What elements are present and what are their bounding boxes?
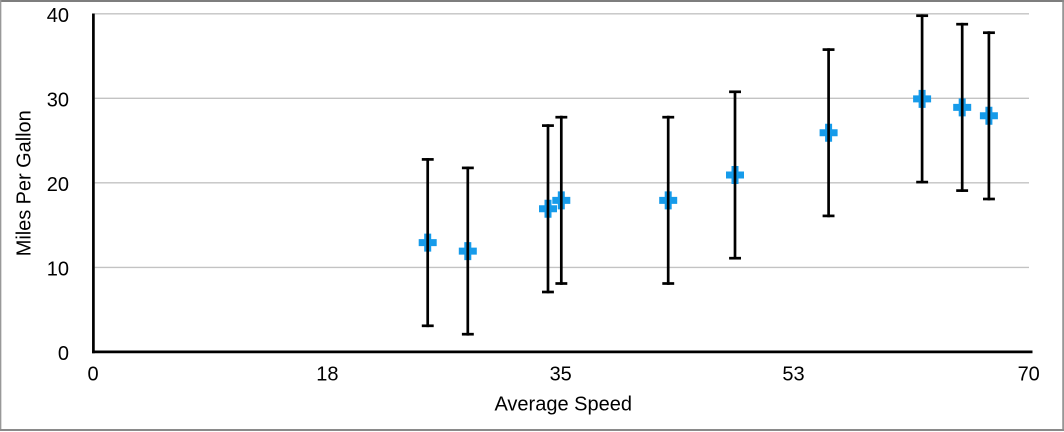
svg-text:70: 70 <box>1018 364 1040 386</box>
svg-text:Average Speed: Average Speed <box>494 393 632 415</box>
svg-text:0: 0 <box>58 343 69 365</box>
svg-text:20: 20 <box>47 174 69 196</box>
svg-text:10: 10 <box>47 259 69 281</box>
svg-text:53: 53 <box>782 364 804 386</box>
svg-text:Miles Per Gallon: Miles Per Gallon <box>14 110 36 256</box>
svg-text:40: 40 <box>47 5 69 27</box>
svg-text:35: 35 <box>550 364 572 386</box>
svg-text:30: 30 <box>47 90 69 112</box>
svg-text:0: 0 <box>87 364 98 386</box>
svg-text:18: 18 <box>316 364 338 386</box>
